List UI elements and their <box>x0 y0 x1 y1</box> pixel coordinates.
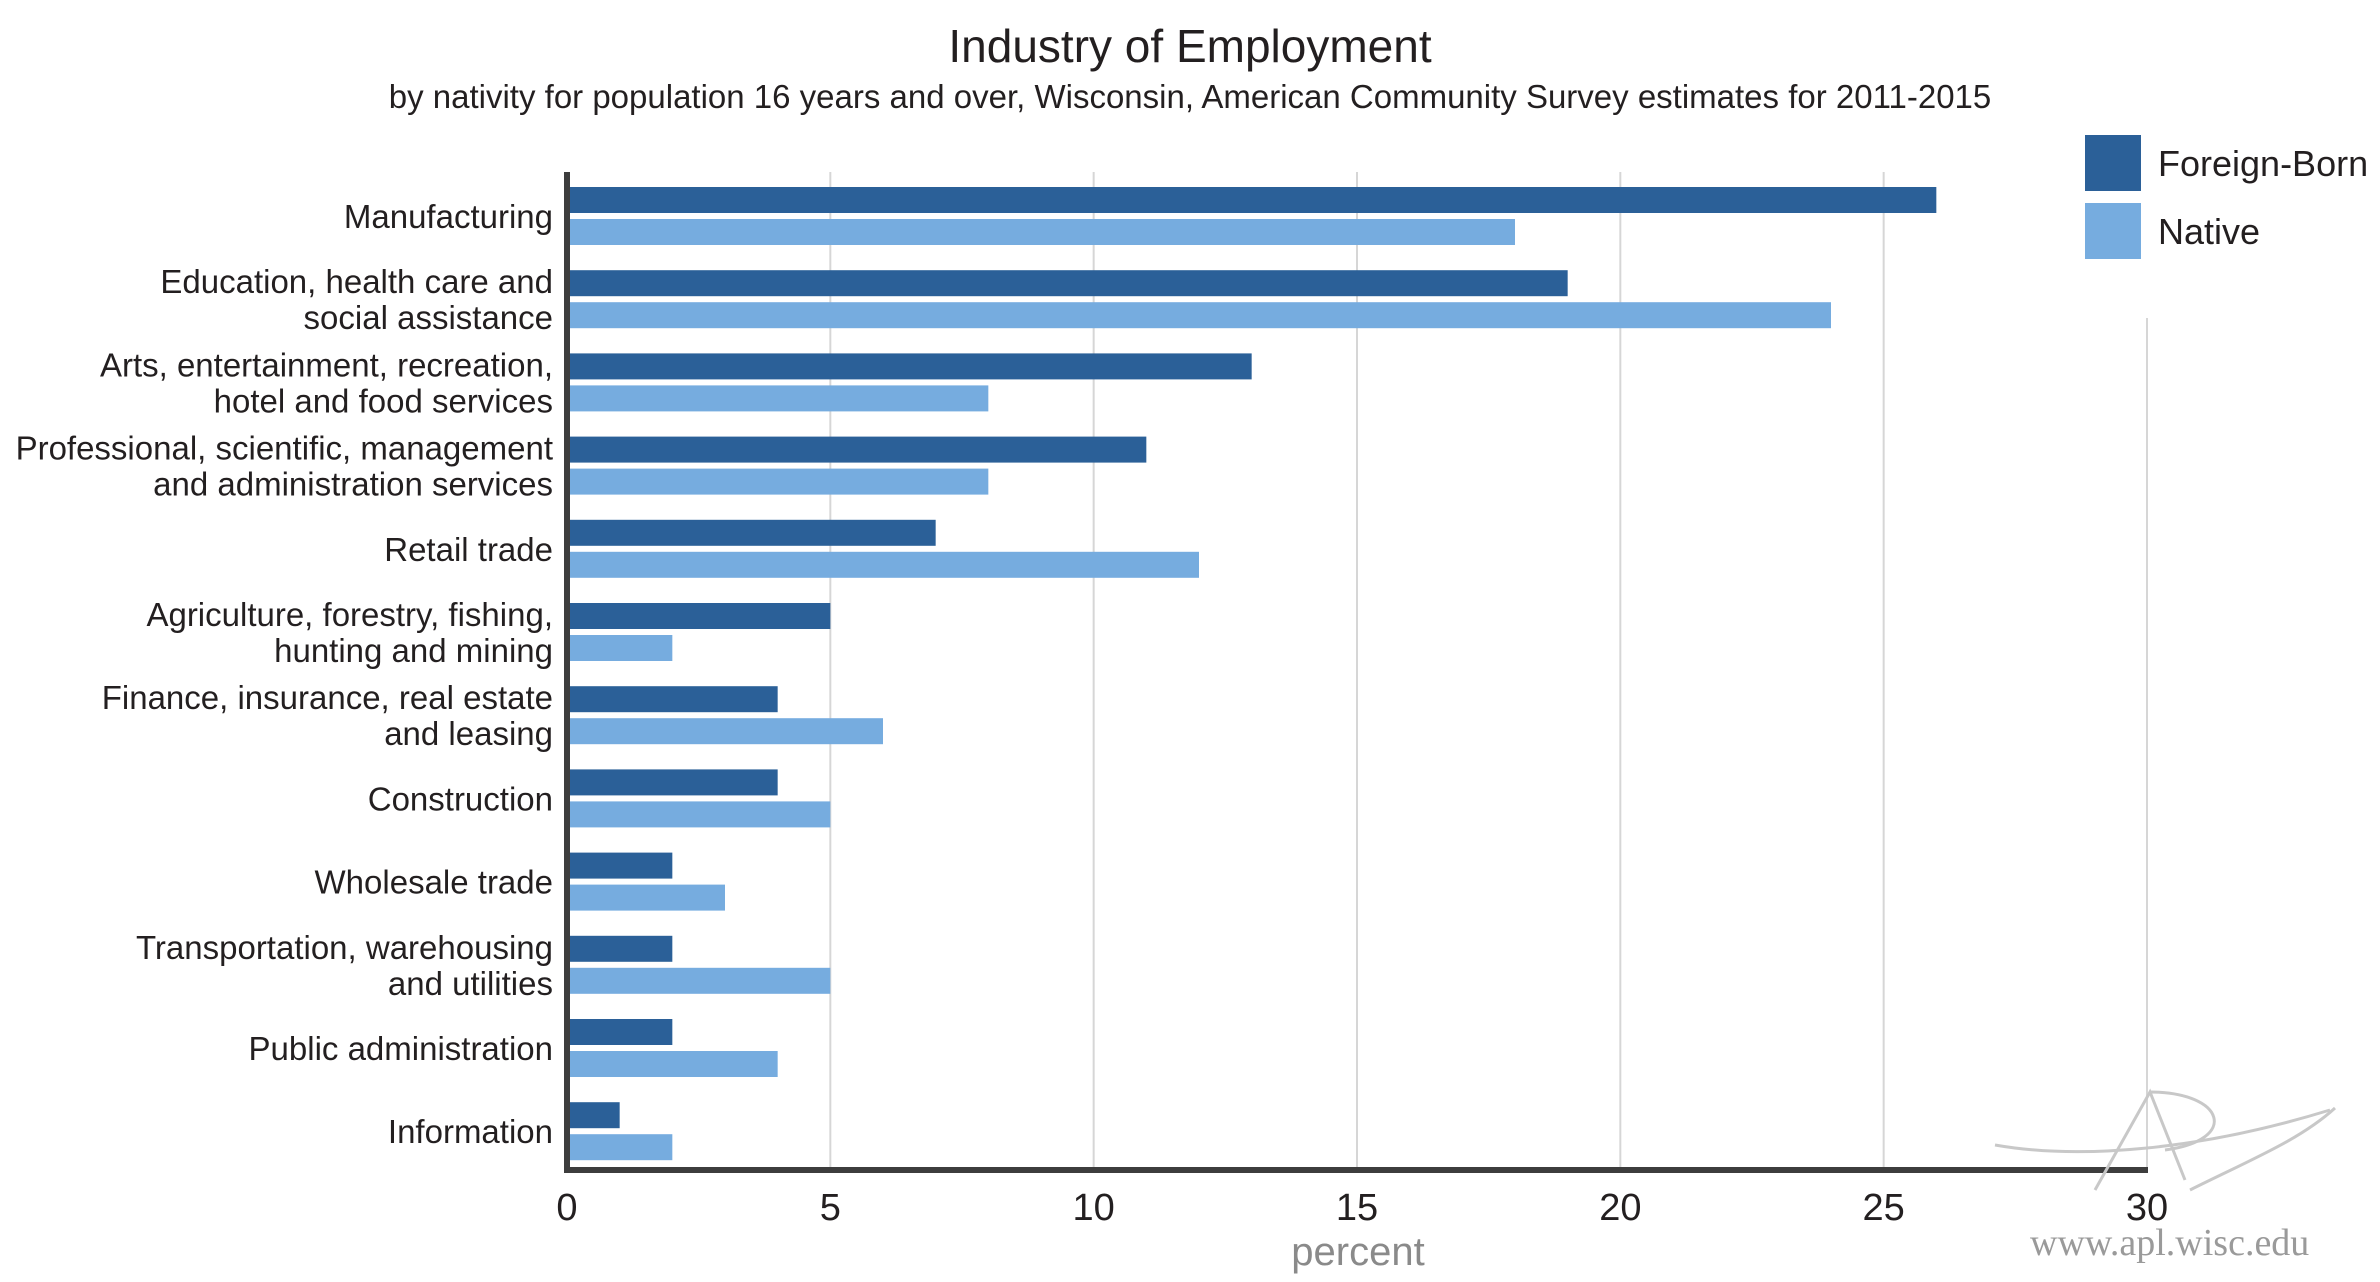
bar-native <box>567 801 831 828</box>
x-tick-label: 5 <box>820 1187 841 1229</box>
bar-native <box>567 468 989 495</box>
x-tick-label: 15 <box>1336 1187 1378 1229</box>
apl-logo: www.apl.wisc.edu <box>1994 1088 2337 1264</box>
category-label: Education, health care and <box>160 263 553 300</box>
bar-native <box>567 551 1199 578</box>
x-tick-label: 0 <box>556 1187 577 1229</box>
category-label: Agriculture, forestry, fishing, <box>146 596 553 633</box>
bar-foreign-born <box>567 603 831 629</box>
category-label: hunting and mining <box>274 632 553 669</box>
category-label: Finance, insurance, real estate <box>102 679 553 716</box>
category-label: Professional, scientific, management <box>16 430 553 467</box>
legend-swatch-native <box>2085 203 2141 259</box>
category-label: and utilities <box>388 965 553 1002</box>
x-tick-label: 10 <box>1073 1187 1115 1229</box>
x-tick-label: 30 <box>2126 1187 2168 1229</box>
category-label: hotel and food services <box>214 382 553 419</box>
chart-subtitle: by nativity for population 16 years and … <box>389 78 1992 115</box>
bar-foreign-born <box>567 769 778 796</box>
bar-native <box>567 884 725 911</box>
legend-label-native: Native <box>2158 211 2260 252</box>
bar-foreign-born <box>567 436 1147 463</box>
bar-foreign-born <box>567 852 673 879</box>
category-labels: Manufacturing Education, health care ands… <box>16 198 553 1150</box>
chart-title: Industry of Employment <box>948 20 1431 72</box>
category-label: and administration services <box>153 466 553 503</box>
bar-native <box>567 1134 673 1161</box>
x-tick-labels: 0 5 10 15 20 25 30 <box>556 1187 2168 1229</box>
bar-foreign-born <box>567 935 673 962</box>
gridlines <box>829 172 2148 1168</box>
bar-native <box>567 302 1831 329</box>
x-tick-label: 25 <box>1863 1187 1905 1229</box>
bar-native <box>567 219 1515 245</box>
x-axis-label: percent <box>1291 1230 1424 1274</box>
legend-label-foreign-born: Foreign-Born <box>2158 143 2368 184</box>
x-tick-label: 20 <box>1599 1187 1641 1229</box>
bars <box>567 187 1937 1161</box>
bar-foreign-born <box>567 353 1252 380</box>
category-label: and leasing <box>384 715 553 752</box>
category-label: Wholesale trade <box>315 864 553 901</box>
watermark-text: www.apl.wisc.edu <box>2030 1222 2309 1264</box>
legend: Foreign-Born Native <box>2085 135 2368 259</box>
category-label: Retail trade <box>384 531 553 568</box>
category-label: Transportation, warehousing <box>136 929 553 966</box>
bar-foreign-born <box>567 1102 620 1129</box>
bar-foreign-born <box>567 519 936 546</box>
bar-foreign-born <box>567 187 1937 213</box>
bar-native <box>567 385 989 412</box>
category-label: Arts, entertainment, recreation, <box>100 346 553 383</box>
category-label: Information <box>388 1113 553 1150</box>
category-label: Manufacturing <box>344 198 553 235</box>
category-label: social assistance <box>304 299 553 336</box>
category-label: Public administration <box>249 1030 553 1067</box>
bar-native <box>567 1051 778 1077</box>
bar-foreign-born <box>567 1019 673 1045</box>
bar-foreign-born <box>567 686 778 713</box>
category-label: Construction <box>368 780 553 817</box>
legend-swatch-foreign-born <box>2085 135 2141 191</box>
bar-native <box>567 635 673 661</box>
bar-native <box>567 718 883 745</box>
bar-foreign-born <box>567 270 1568 297</box>
bar-native <box>567 967 831 994</box>
